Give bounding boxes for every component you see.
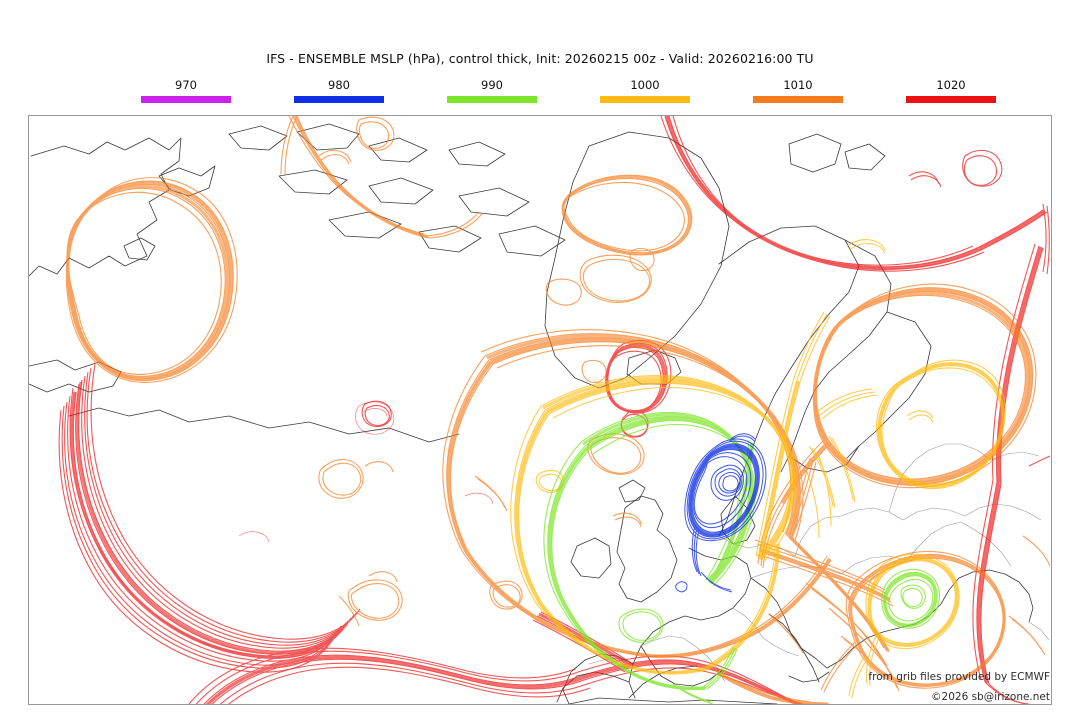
contour-group-1010 [65, 116, 1051, 704]
legend-label-990: 990 [481, 78, 503, 92]
legend-swatch-970 [141, 96, 231, 103]
mslp-contour-canvas [29, 116, 1051, 704]
legend-label-1020: 1020 [936, 78, 966, 92]
chart-title: IFS - ENSEMBLE MSLP (hPa), control thick… [266, 51, 814, 66]
legend-label-1000: 1000 [630, 78, 660, 92]
legend-item-980[interactable]: 980 [274, 78, 404, 103]
legend-item-1020[interactable]: 1020 [886, 78, 1016, 103]
legend-swatch-990 [447, 96, 537, 103]
pressure-level-legend: 970 980 990 1000 1010 1020 [28, 78, 1052, 110]
coastlines-layer [29, 123, 1034, 704]
legend-swatch-1000 [600, 96, 690, 103]
legend-swatch-1020 [906, 96, 996, 103]
data-source-credit: from grib files provided by ECMWF [868, 671, 1050, 683]
contour-outliers-layer [238, 401, 494, 543]
legend-label-980: 980 [328, 78, 350, 92]
legend-label-970: 970 [175, 78, 197, 92]
legend-item-970[interactable]: 970 [121, 78, 251, 103]
legend-swatch-1010 [753, 96, 843, 103]
legend-swatch-980 [294, 96, 384, 103]
map-plot-area[interactable] [28, 115, 1052, 705]
legend-item-990[interactable]: 990 [427, 78, 557, 103]
copyright-credit: ©2026 sb@irizone.net [931, 691, 1050, 703]
legend-item-1010[interactable]: 1010 [733, 78, 863, 103]
contour-group-980 [675, 433, 767, 593]
legend-item-1000[interactable]: 1000 [580, 78, 710, 103]
legend-label-1010: 1010 [783, 78, 813, 92]
